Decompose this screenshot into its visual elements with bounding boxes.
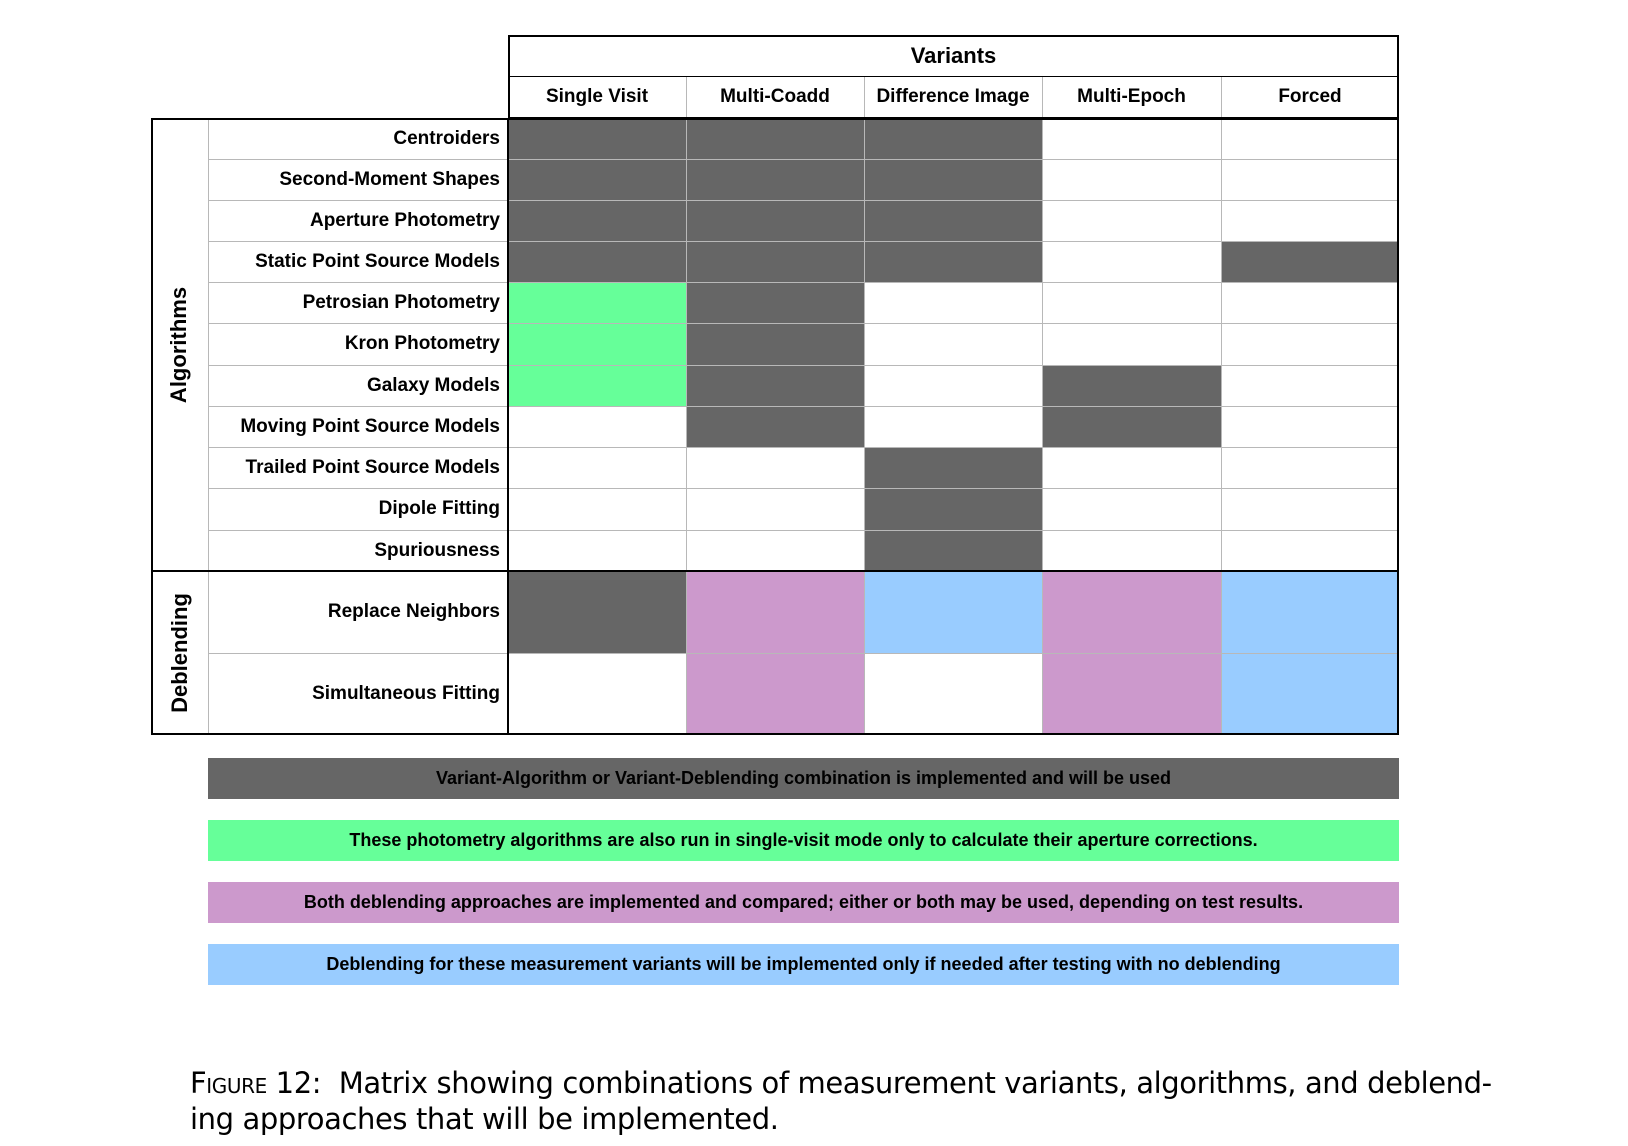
matrix-cell (686, 653, 864, 735)
figure-caption: Figure 12: Matrix showing combinations o… (190, 1065, 1550, 1137)
caption-text-1: Matrix showing combinations of measureme… (338, 1066, 1492, 1100)
matrix-cell (508, 118, 686, 159)
matrix-cell (686, 365, 864, 406)
row-label-replace-neighbors: Replace Neighbors (327, 601, 500, 622)
grid-line (208, 365, 1399, 366)
row-label-moving-point-source-models: Moving Point Source Models (240, 415, 500, 437)
matrix-cell (864, 118, 1042, 159)
matrix-cell (864, 447, 1042, 488)
legend-green: These photometry algorithms are also run… (208, 820, 1399, 861)
grid-line (208, 241, 1399, 242)
grid-line (208, 406, 1399, 407)
column-header-multi-epoch: Multi-Epoch (1077, 86, 1186, 107)
legend-purple: Both deblending approaches are implement… (208, 882, 1399, 923)
matrix-cell (864, 488, 1042, 530)
figure-number: Figure 12: (190, 1066, 322, 1100)
matrix-cell (864, 530, 1042, 571)
matrix-cell (686, 200, 864, 241)
column-header-forced: Forced (1278, 86, 1342, 107)
matrix-cell (686, 241, 864, 282)
grid-line (208, 488, 1399, 489)
grid-line (864, 76, 865, 735)
label-column-divider (507, 118, 509, 735)
matrix-cell (508, 282, 686, 323)
matrix-cell (864, 159, 1042, 200)
matrix-cell (1221, 241, 1399, 282)
grid-line (208, 653, 1399, 654)
row-label-dipole-fitting: Dipole Fitting (378, 498, 500, 519)
legend-blue: Deblending for these measurement variant… (208, 944, 1399, 985)
row-label-galaxy-models: Galaxy Models (366, 374, 500, 396)
matrix-cell (508, 241, 686, 282)
row-label-aperture-photometry: Aperture Photometry (309, 209, 500, 231)
row-label-kron-photometry: Kron Photometry (344, 333, 500, 354)
row-label-trailed-point-source-models: Trailed Point Source Models (245, 456, 500, 478)
variants-group-title: Variants (910, 42, 997, 68)
matrix-cell (1042, 406, 1221, 447)
group-divider (151, 570, 1399, 572)
variants-header-divider (508, 76, 1399, 77)
grid-line (686, 76, 687, 735)
matrix-outer-border (151, 118, 1399, 735)
column-header-difference-image: Difference Image (876, 86, 1030, 107)
row-label-petrosian-photometry: Petrosian Photometry (302, 291, 500, 313)
matrix-cell (508, 200, 686, 241)
matrix-cell (508, 159, 686, 200)
row-label-static-point-source-models: Static Point Source Models (255, 250, 500, 272)
matrix-cell (508, 365, 686, 406)
matrix-cell (686, 571, 864, 653)
matrix-cell (864, 241, 1042, 282)
grid-line (208, 282, 1399, 283)
column-header-multi-coadd: Multi-Coadd (720, 86, 830, 107)
grid-line (208, 200, 1399, 201)
row-label-simultaneous-fitting: Simultaneous Fitting (312, 683, 500, 704)
matrix-cell (686, 118, 864, 159)
row-label-spuriousness: Spuriousness (374, 539, 500, 561)
matrix-cell (1221, 653, 1399, 735)
matrix-cell (1042, 571, 1221, 653)
grid-line (208, 159, 1399, 160)
matrix-cell (508, 323, 686, 365)
grid-line (208, 323, 1399, 324)
matrix-cell (864, 571, 1042, 653)
row-label-second-moment-shapes: Second-Moment Shapes (279, 168, 500, 190)
header-bottom-border (508, 117, 1399, 119)
matrix-cell (864, 200, 1042, 241)
grid-line (1042, 76, 1043, 735)
matrix-cell (686, 159, 864, 200)
matrix-cell (686, 323, 864, 365)
matrix-cell (508, 571, 686, 653)
caption-line-1: Figure 12: Matrix showing combinations o… (190, 1065, 1550, 1101)
matrix-cell (686, 282, 864, 323)
grid-line (208, 530, 1399, 531)
caption-line-2: ing approaches that will be implemented. (190, 1102, 779, 1136)
matrix-cell (1042, 653, 1221, 735)
matrix-cell (1042, 365, 1221, 406)
legend-dark: Variant-Algorithm or Variant-Deblending … (208, 758, 1399, 799)
grid-line (208, 118, 209, 735)
grid-line (208, 447, 1399, 448)
matrix-cell (686, 406, 864, 447)
column-header-single-visit: Single Visit (545, 86, 649, 107)
grid-line (1221, 76, 1222, 735)
matrix-cell (1221, 571, 1399, 653)
row-label-centroiders: Centroiders (393, 127, 500, 149)
